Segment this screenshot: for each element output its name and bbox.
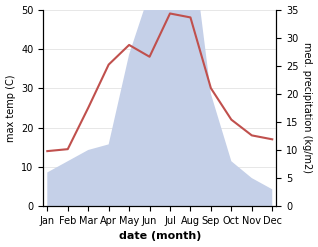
Y-axis label: med. precipitation (kg/m2): med. precipitation (kg/m2)	[302, 42, 313, 173]
Y-axis label: max temp (C): max temp (C)	[5, 74, 16, 142]
X-axis label: date (month): date (month)	[119, 231, 201, 242]
